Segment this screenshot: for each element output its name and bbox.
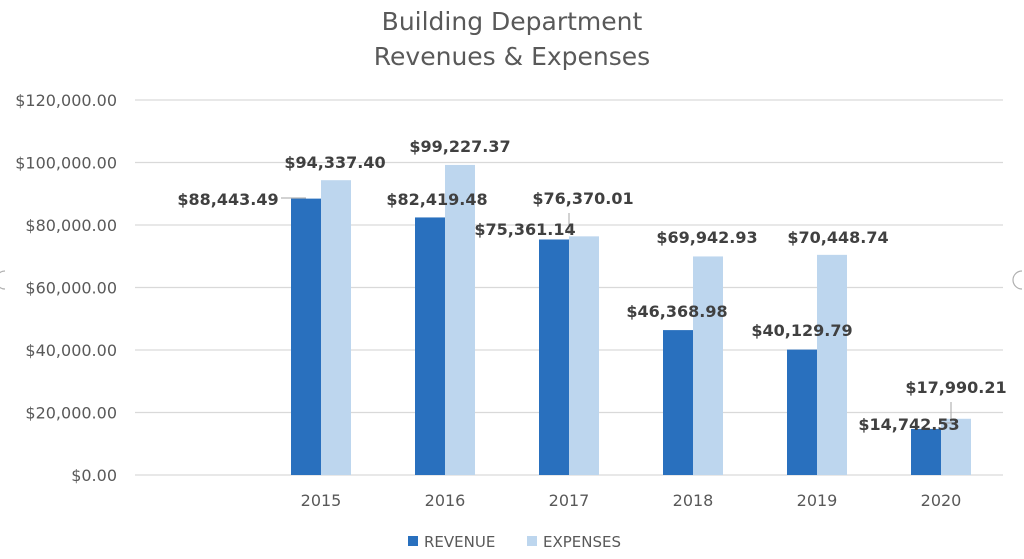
legend-label-revenue: REVENUE [424,533,495,551]
expenses-bar [445,164,475,475]
legend-label-expenses: EXPENSES [543,533,621,551]
expenses-data-label: $69,942.93 [656,228,757,247]
expenses-bar [569,236,599,475]
revenue-data-label: $88,443.49 [177,190,278,209]
revenue-data-label: $75,361.14 [474,220,575,239]
chart-title-line-1: Building Department [382,7,643,36]
y-tick-label: $40,000.00 [25,341,117,360]
x-tick-label: 2020 [921,491,962,510]
revenue-data-label: $82,419.48 [386,190,487,209]
expenses-data-label: $70,448.74 [787,228,888,247]
expenses-data-label: $76,370.01 [532,189,633,208]
legend-swatch-revenue [408,536,418,546]
expenses-data-label: $99,227.37 [409,137,510,156]
y-tick-label: $20,000.00 [25,404,117,423]
revenue-bar [787,349,817,475]
expenses-data-label: $94,337.40 [284,153,385,172]
expenses-bar [817,254,847,475]
expenses-bar [693,256,723,475]
y-tick-label: $120,000.00 [15,91,117,110]
revenue-data-label: $14,742.53 [858,415,959,434]
chart-title-line-2: Revenues & Expenses [374,42,650,71]
x-tick-label: 2018 [673,491,714,510]
x-tick-label: 2015 [301,491,342,510]
legend[interactable]: REVENUE EXPENSES [408,533,621,551]
y-tick-label: $100,000.00 [15,154,117,173]
revenue-bar [291,198,321,476]
x-axis-ticks: 2015 2016 2017 2018 2019 2020 [301,491,962,510]
x-tick-label: 2019 [797,491,838,510]
x-tick-label: 2017 [549,491,590,510]
legend-swatch-expenses [527,536,537,546]
leader-line [943,402,952,424]
revenue-bar [663,330,693,475]
expenses-data-label: $17,990.21 [905,378,1006,397]
revenue-bar [911,428,941,475]
revenue-bar [539,239,569,475]
x-tick-label: 2016 [425,491,466,510]
revenue-bar [415,217,445,475]
expenses-bar [941,418,971,475]
bars [291,164,971,476]
y-tick-label: $0.00 [71,466,117,485]
left-scroll-handle-icon[interactable] [0,270,6,290]
revenue-data-label: $46,368.98 [626,302,727,321]
y-axis-ticks: $0.00 $20,000.00 $40,000.00 $60,000.00 $80,0… [15,91,117,485]
revenue-data-label: $40,129.79 [751,321,852,340]
y-tick-label: $60,000.00 [25,279,117,298]
y-tick-label: $80,000.00 [25,216,117,235]
data-labels: $88,443.49 $82,419.48 $75,361.14 $46,368.98… [177,137,1006,434]
expenses-bar [321,180,351,475]
right-scroll-handle-icon[interactable] [1012,270,1023,290]
label-leader-lines [281,197,952,424]
